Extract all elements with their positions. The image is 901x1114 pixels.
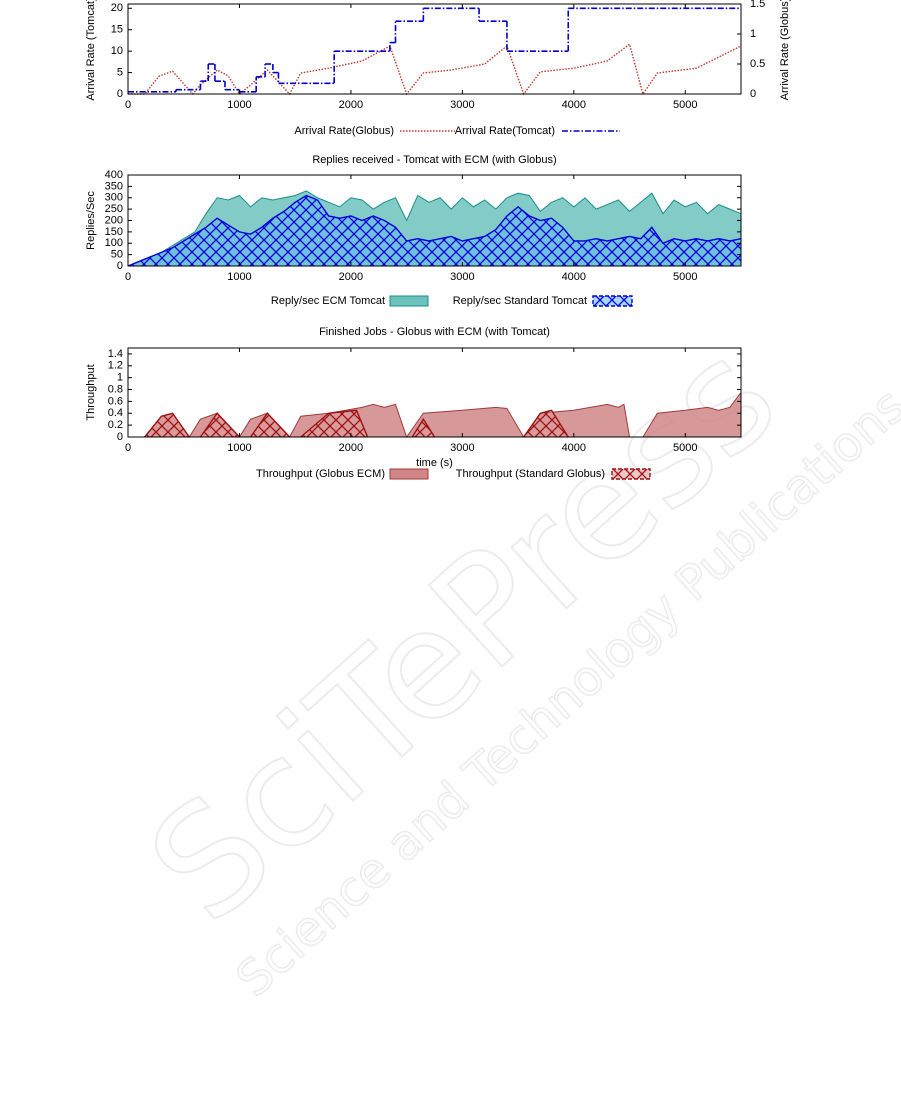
area-fill	[523, 410, 569, 437]
x-tick-label: 5000	[673, 99, 697, 111]
legend-label: Throughput (Standard Globus)	[456, 468, 605, 480]
legend-swatch	[389, 468, 429, 480]
x-tick-label: 1000	[227, 99, 251, 111]
y-tick-label: 0.6	[108, 395, 123, 407]
x-tick-label: 3000	[450, 99, 474, 111]
legend-label: Reply/sec ECM Tomcat	[271, 295, 385, 307]
step-riser	[175, 8, 570, 92]
y2-tick-label: 0	[750, 88, 756, 100]
y-tick-label: 0	[117, 431, 123, 443]
area-line	[127, 190, 742, 267]
area-fill	[250, 413, 290, 437]
area-line	[411, 417, 436, 438]
legend-label: Arrival Rate(Tomcat)	[455, 125, 555, 137]
x-axis-label: time (s)	[416, 457, 453, 469]
y-tick-label: 20	[111, 2, 123, 14]
area-line	[523, 409, 569, 438]
area-line	[199, 412, 240, 438]
x-tick-label: 5000	[673, 442, 697, 454]
chart: Replies received - Tomcat with ECM (with…	[85, 154, 742, 307]
area-line	[127, 194, 742, 267]
x-tick-label: 4000	[562, 442, 586, 454]
x-tick-label: 0	[125, 442, 131, 454]
y-tick-label: 250	[105, 203, 123, 215]
y-axis-label: Arrival Rate (Tomcat)	[85, 0, 97, 101]
x-tick-label: 0	[125, 271, 131, 283]
x-tick-label: 4000	[562, 99, 586, 111]
plot-frame	[127, 347, 742, 438]
area-fill	[412, 419, 435, 437]
y-tick-label: 100	[105, 237, 123, 249]
y-tick-label: 0	[117, 88, 123, 100]
y-tick-label: 1	[117, 372, 123, 384]
y2-tick-label: 1.5	[750, 0, 765, 10]
legend-swatch	[592, 295, 633, 307]
area-line	[144, 412, 190, 438]
area-fill	[144, 413, 190, 437]
y-tick-label: 150	[105, 226, 123, 238]
y2-tick-label: 1	[750, 28, 756, 40]
y-tick-label: 5	[117, 66, 123, 78]
y-tick-label: 350	[105, 180, 123, 192]
y-tick-label: 400	[105, 169, 123, 181]
area-line	[250, 412, 291, 438]
x-tick-label: 2000	[339, 99, 363, 111]
line	[128, 43, 742, 96]
y-tick-label: 0.4	[108, 407, 123, 419]
legend-label: Reply/sec Standard Tomcat	[453, 295, 587, 307]
y-tick-label: 200	[105, 214, 123, 226]
y-tick-label: 1.2	[108, 360, 123, 372]
y2-axis-label: Arrival Rate (Globus)	[779, 0, 791, 100]
y-tick-label: 0	[117, 260, 123, 272]
x-tick-label: 2000	[339, 442, 363, 454]
legend-swatch	[611, 468, 651, 480]
watermark-title: SciTePress	[118, 309, 809, 955]
x-tick-label: 2000	[339, 271, 363, 283]
legend-label: Arrival Rate(Globus)	[294, 125, 394, 137]
area-fill	[128, 392, 741, 437]
watermark: SciTePress Science and Technology Public…	[117, 308, 901, 1008]
y-axis-label: Replies/Sec	[85, 191, 97, 250]
chart-title: Finished Jobs - Globus with ECM (with To…	[319, 326, 550, 338]
y-tick-label: 10	[111, 45, 123, 57]
chart-title: Replies received - Tomcat with ECM (with…	[312, 154, 556, 166]
chart: Finished Jobs - Globus with ECM (with To…	[85, 326, 742, 480]
chart: Arrival Rate(Globus) Arrival Rate(Tomcat)…	[85, 0, 791, 137]
legend-swatch	[389, 295, 429, 307]
x-tick-label: 5000	[673, 271, 697, 283]
area-fill	[300, 410, 368, 437]
legend-label: Throughput (Globus ECM)	[256, 468, 385, 480]
y-tick-label: 0.2	[108, 419, 123, 431]
y-tick-label: 300	[105, 192, 123, 204]
area-line	[300, 409, 369, 438]
x-tick-label: 3000	[450, 442, 474, 454]
y-tick-label: 50	[111, 249, 123, 261]
x-tick-label: 4000	[562, 271, 586, 283]
y-tick-label: 1.4	[108, 348, 123, 360]
x-tick-label: 0	[125, 99, 131, 111]
y-tick-label: 0.8	[108, 383, 123, 395]
area-fill	[200, 413, 240, 437]
x-tick-label: 1000	[227, 271, 251, 283]
x-tick-label: 1000	[227, 442, 251, 454]
x-tick-label: 3000	[450, 271, 474, 283]
plot-frame	[127, 3, 742, 95]
y2-tick-label: 0.5	[750, 58, 765, 70]
y-tick-label: 15	[111, 24, 123, 36]
y-axis-label: Throughput	[85, 364, 97, 420]
